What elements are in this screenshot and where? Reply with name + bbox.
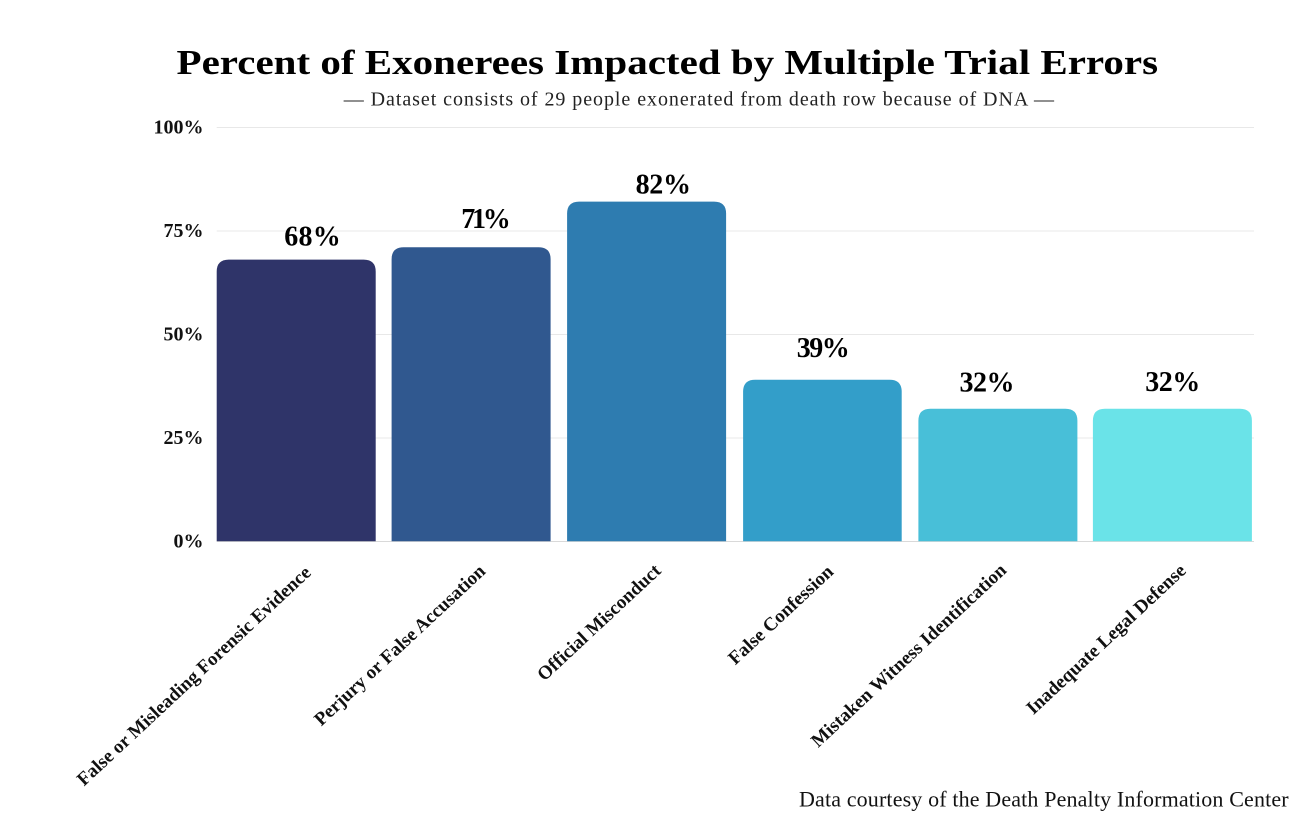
svg-text:71%: 71% (461, 204, 511, 235)
svg-text:0%: 0% (174, 531, 204, 553)
svg-text:100%: 100% (154, 117, 204, 139)
svg-text:Data courtesy of the Death Pen: Data courtesy of the Death Penalty Infor… (799, 787, 1289, 812)
svg-text:75%: 75% (164, 220, 204, 242)
svg-text:32%: 32% (960, 367, 1015, 398)
svg-text:— Dataset consists of 29 peopl: — Dataset consists of 29 people exonerat… (343, 88, 1055, 110)
svg-text:82%: 82% (636, 170, 691, 201)
svg-text:32%: 32% (1145, 367, 1200, 398)
svg-text:39%: 39% (797, 333, 850, 364)
svg-text:25%: 25% (164, 427, 204, 449)
svg-text:50%: 50% (164, 324, 204, 346)
svg-text:68%: 68% (284, 222, 341, 253)
svg-text:Percent of Exonerees Impacted: Percent of Exonerees Impacted by Multipl… (177, 43, 1159, 82)
